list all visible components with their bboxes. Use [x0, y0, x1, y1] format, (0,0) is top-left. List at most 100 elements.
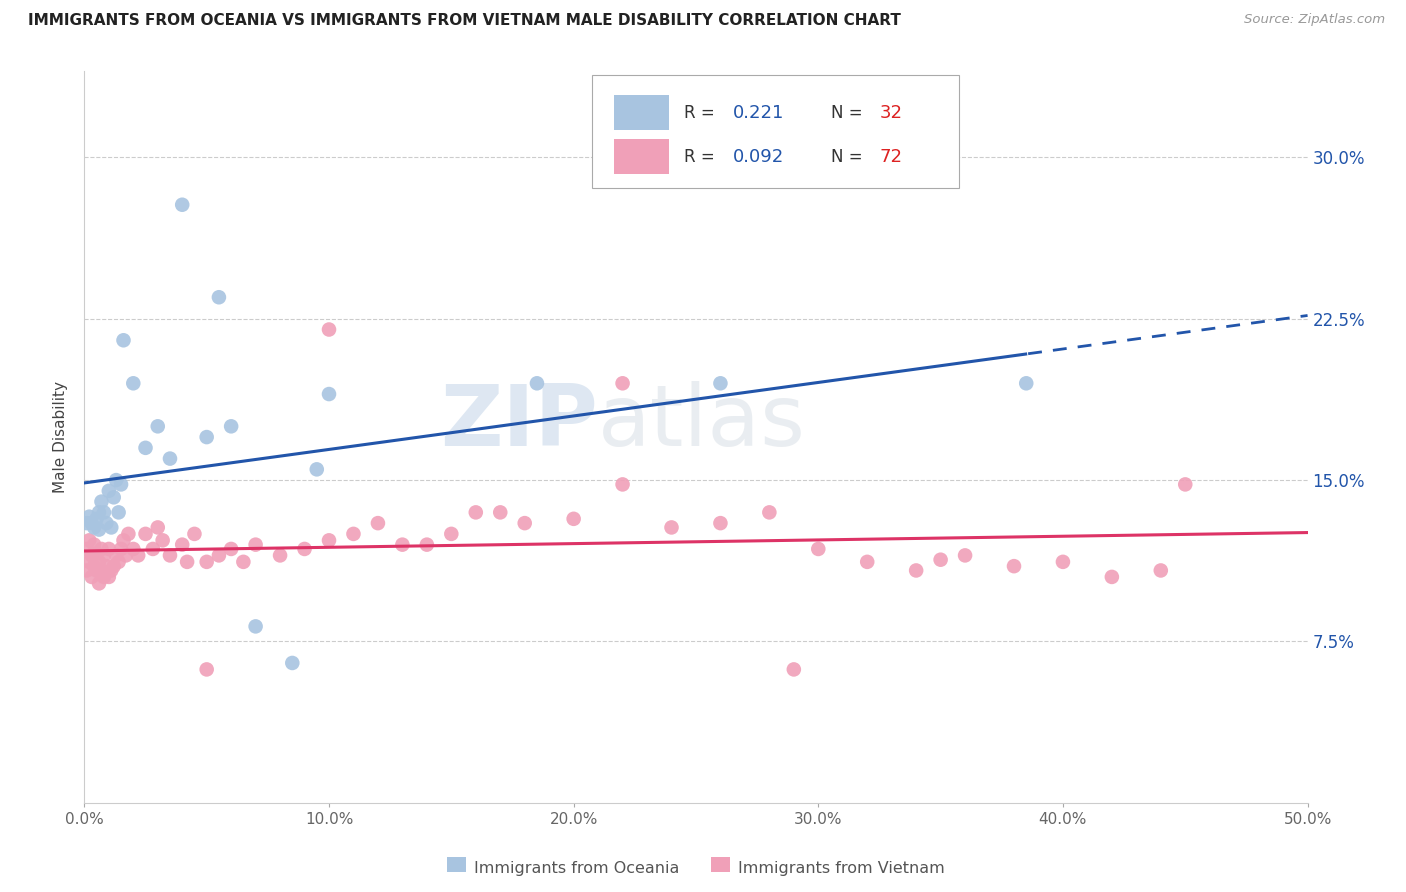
Text: ZIP: ZIP [440, 381, 598, 464]
Point [97, 570, 120, 584]
Point [1174, 477, 1197, 491]
Point [107, 505, 129, 519]
Point [83, 538, 105, 552]
Point [83, 520, 105, 534]
Point [93, 549, 115, 563]
Point [110, 477, 132, 491]
Point [90, 541, 112, 556]
Point [135, 527, 157, 541]
Point [105, 549, 128, 563]
Point [172, 538, 194, 552]
Point [245, 619, 267, 633]
Point [93, 505, 115, 519]
Point [76, 516, 98, 530]
Point [122, 541, 145, 556]
Point [929, 552, 952, 566]
Point [1052, 555, 1074, 569]
FancyBboxPatch shape [592, 75, 959, 188]
Point [86, 546, 108, 560]
Point [856, 555, 879, 569]
Point [440, 527, 463, 541]
Point [318, 533, 340, 548]
Point [783, 662, 806, 676]
Point [195, 430, 218, 444]
Point [159, 451, 181, 466]
Point [245, 538, 267, 552]
Point [1150, 564, 1173, 578]
Point [905, 564, 928, 578]
Point [391, 538, 413, 552]
Point [219, 541, 242, 556]
Point [96, 516, 118, 530]
Point [87, 555, 110, 569]
Point [159, 549, 181, 563]
Point [117, 527, 139, 541]
Point [80, 549, 103, 563]
Point [195, 555, 218, 569]
Text: 0.092: 0.092 [733, 148, 785, 166]
Point [183, 527, 205, 541]
Point [208, 549, 231, 563]
Point [709, 516, 731, 530]
Point [100, 564, 122, 578]
Text: 32: 32 [880, 104, 903, 122]
Point [758, 505, 780, 519]
Point [953, 549, 976, 563]
Point [97, 541, 120, 556]
Point [80, 516, 103, 530]
Point [661, 520, 683, 534]
Text: N =: N = [831, 148, 862, 166]
Point [195, 662, 218, 676]
Point [612, 376, 634, 391]
Point [152, 533, 174, 548]
Point [176, 555, 198, 569]
Point [135, 441, 157, 455]
Point [112, 333, 135, 347]
Point [112, 533, 135, 548]
Point [100, 520, 122, 534]
Point [1002, 559, 1025, 574]
Point [146, 419, 169, 434]
Point [526, 376, 548, 391]
Bar [614, 95, 669, 130]
Y-axis label: Male Disability: Male Disability [53, 381, 69, 493]
Point [80, 570, 103, 584]
Text: IMMIGRANTS FROM OCEANIA VS IMMIGRANTS FROM VIETNAM MALE DISABILITY CORRELATION C: IMMIGRANTS FROM OCEANIA VS IMMIGRANTS FR… [28, 13, 901, 29]
Point [562, 512, 585, 526]
Legend: Immigrants from Oceania, Immigrants from Vietnam: Immigrants from Oceania, Immigrants from… [440, 855, 952, 882]
Point [103, 559, 125, 574]
Point [1101, 570, 1123, 584]
Point [87, 505, 110, 519]
Text: Source: ZipAtlas.com: Source: ZipAtlas.com [1244, 13, 1385, 27]
Point [281, 656, 304, 670]
Point [86, 564, 108, 578]
Point [77, 509, 100, 524]
Point [77, 555, 100, 569]
Point [318, 387, 340, 401]
Text: R =: R = [683, 104, 714, 122]
Point [464, 505, 486, 519]
Point [513, 516, 536, 530]
Point [90, 564, 112, 578]
Point [76, 541, 98, 556]
Point [90, 494, 112, 508]
Point [115, 549, 138, 563]
Text: 72: 72 [880, 148, 903, 166]
Point [269, 549, 291, 563]
Point [96, 559, 118, 574]
Point [807, 541, 830, 556]
Point [709, 376, 731, 391]
Point [122, 376, 145, 391]
Point [219, 419, 242, 434]
Point [86, 512, 108, 526]
Point [294, 541, 316, 556]
Point [612, 477, 634, 491]
Point [105, 473, 128, 487]
Point [103, 491, 125, 505]
Bar [614, 138, 669, 174]
Point [87, 523, 110, 537]
Point [110, 541, 132, 556]
Point [208, 290, 231, 304]
Text: R =: R = [683, 148, 714, 166]
Point [172, 198, 194, 212]
